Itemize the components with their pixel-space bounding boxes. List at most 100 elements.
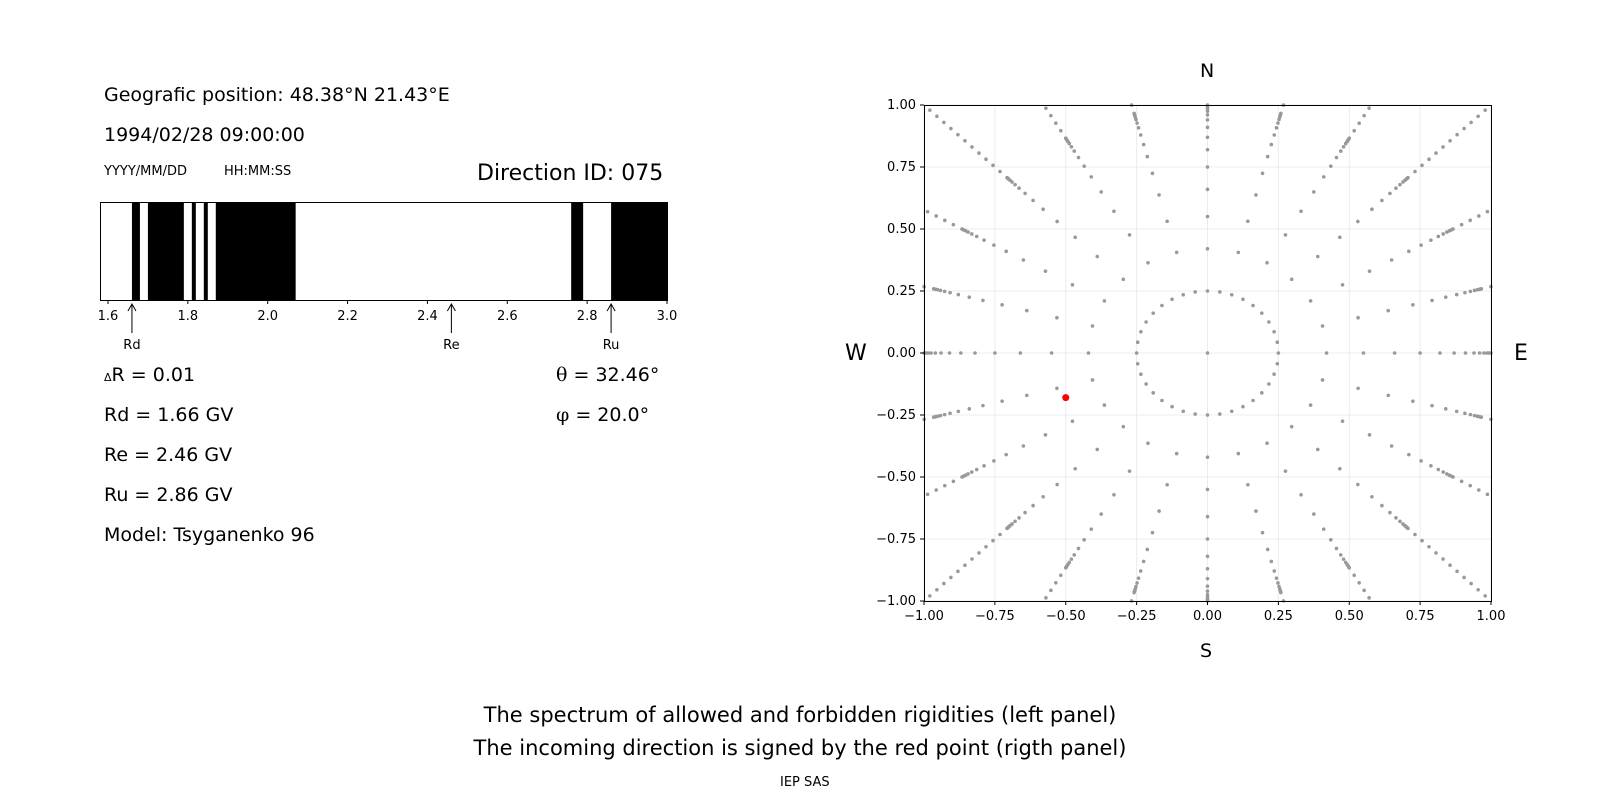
direction-point: [1356, 219, 1360, 224]
direction-point: [974, 467, 979, 472]
direction-point: [1338, 553, 1343, 557]
direction-point: [1476, 587, 1480, 592]
forbidden-band: [191, 202, 196, 300]
direction-point: [1044, 106, 1048, 110]
direction-point: [1392, 351, 1397, 355]
direction-point: [1031, 503, 1035, 508]
direction-point: [1102, 299, 1107, 303]
direction-point: [933, 351, 938, 355]
direction-point: [1329, 538, 1333, 542]
direction-point: [1160, 303, 1164, 308]
direction-point: [1394, 516, 1398, 520]
direction-point: [1024, 308, 1029, 313]
direction-point: [1205, 351, 1210, 355]
direction-point: [1246, 219, 1250, 224]
direction-point: [1427, 544, 1431, 549]
x-tick-label: 1.6: [98, 309, 119, 324]
direction-point: [1389, 258, 1394, 262]
direction-point: [1021, 258, 1026, 262]
direction-point: [1469, 581, 1473, 586]
direction-point: [1448, 563, 1452, 567]
direction-point: [1058, 573, 1063, 578]
direction-point: [1205, 584, 1210, 588]
direction-point: [1086, 351, 1091, 355]
direction-point: [1049, 588, 1053, 593]
direction-point: [1265, 260, 1269, 265]
direction-point: [1489, 417, 1493, 422]
direction-point: [1144, 320, 1148, 324]
ru-value: Ru = 2.86 GV: [104, 484, 233, 506]
direction-point: [1329, 164, 1333, 168]
direction-point: [1144, 382, 1148, 386]
direction-point: [925, 209, 930, 214]
direction-point: [1476, 214, 1481, 218]
direction-point: [1170, 404, 1174, 409]
compass-south: S: [1200, 640, 1213, 662]
direction-point: [1218, 290, 1222, 294]
direction-point: [1246, 482, 1250, 487]
direction-point: [1205, 554, 1210, 559]
direction-point: [1272, 372, 1276, 377]
direction-point: [1054, 121, 1058, 125]
direction-point: [1205, 413, 1210, 417]
direction-point: [1132, 590, 1136, 595]
x-tick-label: 0.00: [1193, 609, 1222, 624]
direction-point: [951, 479, 956, 484]
direction-point: [1205, 125, 1210, 130]
y-tick-label: 1.00: [887, 98, 916, 113]
direction-point: [1205, 147, 1210, 152]
direction-point: [1448, 139, 1452, 143]
direction-point: [1151, 391, 1156, 395]
direction-point: [1406, 526, 1410, 531]
direction-id: Direction ID: 075: [477, 161, 664, 186]
direction-point: [991, 538, 995, 543]
direction-point: [1315, 447, 1320, 452]
direction-point: [1135, 361, 1140, 366]
direction-point: [1259, 391, 1264, 395]
direction-point: [1054, 581, 1058, 585]
footer-credit: IEP SAS: [780, 775, 830, 790]
x-tick-label: −0.75: [975, 609, 1015, 624]
x-tick-label: −1.00: [904, 609, 944, 624]
direction-point: [1463, 290, 1467, 295]
direction-point: [1072, 149, 1077, 153]
direction-point: [1347, 565, 1352, 570]
direction-point: [1274, 576, 1279, 580]
direction-point: [1165, 482, 1169, 487]
direction-point: [1004, 249, 1008, 254]
y-tick-label: −0.25: [876, 408, 916, 423]
direction-point: [1150, 171, 1155, 176]
direction-point: [1459, 479, 1464, 484]
direction-point: [1205, 113, 1210, 117]
direction-point: [1341, 557, 1346, 561]
direction-point: [1174, 451, 1179, 456]
direction-point: [998, 532, 1002, 537]
direction-point: [1272, 569, 1277, 573]
direction-point: [1073, 466, 1077, 471]
direction-point: [956, 409, 961, 414]
direction-point: [1205, 537, 1210, 541]
x-tick-label: 2.6: [497, 309, 518, 324]
x-tick-label: −0.50: [1046, 609, 1086, 624]
direction-point: [1112, 492, 1116, 497]
direction-point: [1044, 596, 1048, 600]
direction-point: [984, 157, 988, 162]
direction-point: [1380, 503, 1384, 508]
direction-point: [1370, 207, 1374, 212]
direction-point: [1476, 488, 1481, 492]
direction-point: [973, 351, 977, 355]
direction-point: [1275, 361, 1280, 366]
direction-point: [1429, 238, 1433, 242]
direction-point: [1357, 581, 1361, 585]
direction-point: [1451, 227, 1455, 231]
direction-point: [1150, 530, 1155, 535]
direction-point: [982, 238, 986, 242]
x-tick-label: 2.2: [337, 309, 358, 324]
direction-point: [1334, 155, 1339, 160]
direction-point: [1043, 269, 1048, 273]
direction-point: [1005, 175, 1009, 180]
direction-point: [1102, 403, 1107, 407]
direction-point: [942, 289, 947, 294]
direction-point: [1276, 581, 1280, 585]
direction-point: [1055, 482, 1059, 487]
